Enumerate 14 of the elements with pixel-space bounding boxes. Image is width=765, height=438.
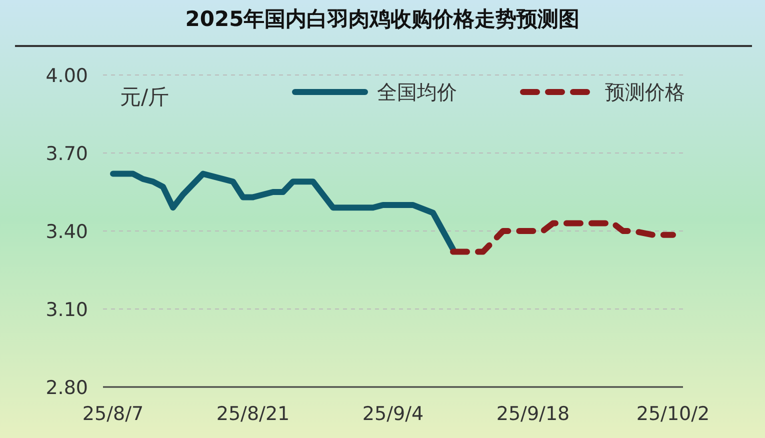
y-tick-label: 3.40	[46, 221, 88, 243]
y-tick-label: 3.10	[46, 299, 88, 321]
chart-title: 2025年国内白羽肉鸡收购价格走势预测图	[185, 7, 580, 31]
x-tick-label: 25/8/21	[216, 403, 290, 425]
y-tick-label: 3.70	[46, 143, 88, 165]
legend-label: 预测价格	[605, 80, 685, 104]
x-tick-label: 25/10/2	[636, 403, 710, 425]
y-axis-title: 元/斤	[120, 85, 170, 109]
y-tick-label: 2.80	[46, 377, 88, 399]
legend-label: 全国均价	[377, 80, 457, 104]
x-tick-label: 25/8/7	[82, 403, 144, 425]
x-tick-label: 25/9/4	[362, 403, 424, 425]
x-tick-label: 25/9/18	[496, 403, 570, 425]
y-tick-label: 4.00	[46, 65, 88, 87]
